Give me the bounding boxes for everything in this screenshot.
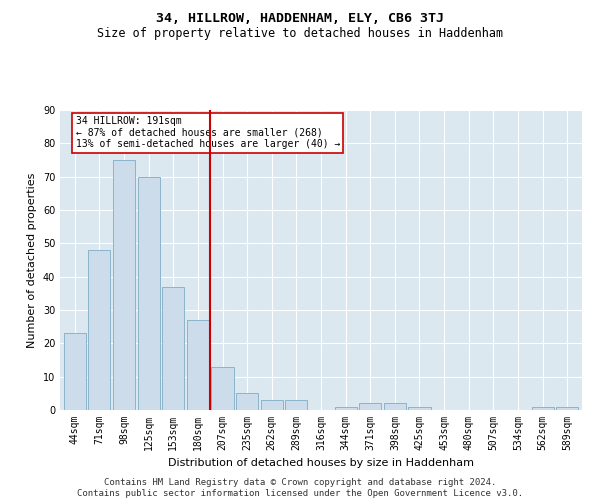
Bar <box>260 400 283 410</box>
Bar <box>359 404 382 410</box>
Bar <box>113 160 135 410</box>
Text: Contains HM Land Registry data © Crown copyright and database right 2024.
Contai: Contains HM Land Registry data © Crown c… <box>77 478 523 498</box>
Text: 34, HILLROW, HADDENHAM, ELY, CB6 3TJ: 34, HILLROW, HADDENHAM, ELY, CB6 3TJ <box>156 12 444 26</box>
Bar <box>335 406 357 410</box>
Text: Size of property relative to detached houses in Haddenham: Size of property relative to detached ho… <box>97 28 503 40</box>
Bar <box>162 286 184 410</box>
Bar <box>285 400 307 410</box>
Bar <box>64 334 86 410</box>
Bar <box>137 176 160 410</box>
Bar <box>88 250 110 410</box>
Bar <box>384 404 406 410</box>
Bar <box>409 406 431 410</box>
Y-axis label: Number of detached properties: Number of detached properties <box>27 172 37 348</box>
Text: 34 HILLROW: 191sqm
← 87% of detached houses are smaller (268)
13% of semi-detach: 34 HILLROW: 191sqm ← 87% of detached hou… <box>76 116 340 149</box>
Bar <box>532 406 554 410</box>
Bar <box>187 320 209 410</box>
Bar <box>211 366 233 410</box>
Bar <box>236 394 258 410</box>
Bar <box>556 406 578 410</box>
X-axis label: Distribution of detached houses by size in Haddenham: Distribution of detached houses by size … <box>168 458 474 468</box>
